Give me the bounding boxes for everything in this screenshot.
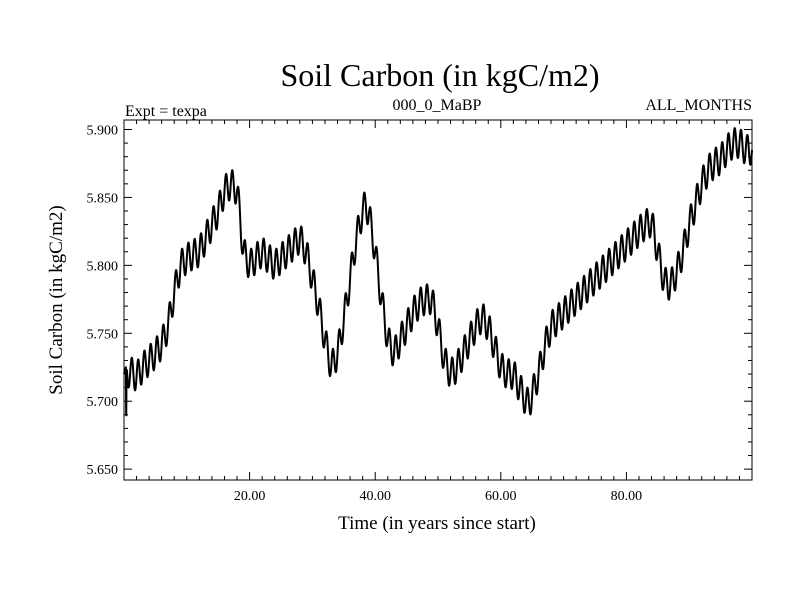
- x-tick-label: 80.00: [611, 489, 643, 504]
- y-tick-label: 5.750: [87, 327, 119, 342]
- experiment-label: Expt = texpa: [125, 103, 207, 120]
- y-tick-label: 5.650: [87, 463, 119, 478]
- months-label: ALL_MONTHS: [645, 97, 752, 114]
- x-tick-label: 20.00: [234, 489, 266, 504]
- y-tick-label: 5.850: [87, 191, 119, 206]
- x-tick-label: 60.00: [485, 489, 517, 504]
- x-tick-label: 40.00: [359, 489, 391, 504]
- soil-carbon-line: [123, 127, 753, 417]
- period-label: 000_0_MaBP: [393, 97, 482, 114]
- plot-frame: [123, 119, 753, 481]
- y-tick-label: 5.900: [87, 124, 119, 139]
- y-tick-label: 5.700: [87, 395, 119, 410]
- y-tick-label: 5.800: [87, 259, 119, 274]
- y-axis-title: Soil Carbon (in kgC/m2): [46, 205, 67, 394]
- x-axis-title: Time (in years since start): [338, 513, 536, 534]
- plot-area: 20.00 40.00 60.00 80.00 5.650 5.700 5.750 5.800…: [87, 119, 753, 504]
- chart-title: Soil Carbon (in kgC/m2): [280, 57, 599, 93]
